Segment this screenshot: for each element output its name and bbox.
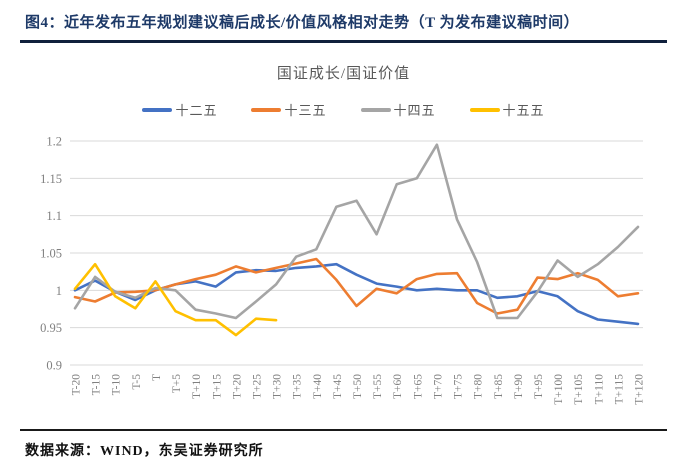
svg-text:T+85: T+85: [493, 374, 505, 399]
svg-text:T-5: T-5: [131, 374, 143, 390]
svg-text:T-10: T-10: [111, 374, 123, 396]
svg-text:T+45: T+45: [332, 374, 344, 399]
svg-text:T+65: T+65: [412, 374, 424, 399]
svg-text:1: 1: [56, 284, 62, 298]
svg-text:T+40: T+40: [312, 374, 324, 399]
chart-title: 国证成长/国证价值: [276, 66, 411, 82]
svg-text:T+90: T+90: [513, 374, 525, 399]
legend-label: 十二五: [175, 103, 218, 118]
svg-text:T+75: T+75: [453, 374, 465, 399]
svg-text:T+120: T+120: [634, 374, 646, 405]
svg-text:T+55: T+55: [372, 374, 384, 399]
svg-text:T+70: T+70: [432, 374, 444, 399]
svg-text:T+60: T+60: [392, 374, 404, 399]
chart-legend: 十二五 十三五 十四五 十五五: [0, 100, 687, 119]
svg-text:1.2: 1.2: [46, 135, 62, 149]
svg-text:1.1: 1.1: [46, 209, 62, 223]
svg-text:1.05: 1.05: [40, 247, 62, 261]
legend-label: 十四五: [393, 103, 436, 118]
svg-text:T+15: T+15: [211, 374, 223, 399]
footer-rule: [20, 429, 667, 431]
legend-item-14-5: 十四五: [360, 100, 436, 119]
legend-label: 十五五: [502, 103, 545, 118]
header-rule: [20, 40, 667, 43]
legend-line-swatch-gray: [360, 107, 391, 112]
svg-text:T-20: T-20: [71, 374, 83, 396]
svg-text:T+110: T+110: [593, 374, 605, 405]
svg-text:T+35: T+35: [292, 374, 304, 399]
svg-text:T+95: T+95: [533, 374, 545, 399]
figure-title: 图4：近年发布五年规划建议稿后成长/价值风格相对走势（T 为发布建议稿时间）: [25, 15, 580, 31]
svg-text:T+100: T+100: [553, 374, 565, 405]
svg-text:T+25: T+25: [251, 374, 263, 399]
legend-item-13-5: 十三五: [251, 100, 326, 119]
svg-text:T+50: T+50: [352, 374, 364, 399]
svg-text:T-15: T-15: [91, 374, 103, 396]
svg-text:1.15: 1.15: [40, 172, 62, 186]
svg-text:T+5: T+5: [171, 374, 183, 394]
legend-line-swatch-blue: [142, 107, 173, 112]
legend-line-swatch-orange: [251, 107, 282, 112]
svg-text:T: T: [151, 374, 163, 381]
source-note: 数据来源：WIND，东吴证券研究所: [25, 444, 264, 459]
svg-text:T+10: T+10: [191, 374, 203, 399]
svg-text:0.95: 0.95: [40, 321, 62, 335]
svg-text:T+80: T+80: [473, 374, 485, 399]
svg-text:T+30: T+30: [272, 374, 284, 399]
svg-text:0.9: 0.9: [46, 359, 62, 373]
svg-text:T+105: T+105: [573, 374, 585, 405]
legend-line-swatch-yellow: [469, 107, 500, 112]
svg-text:T+115: T+115: [613, 374, 625, 405]
legend-item-12-5: 十二五: [142, 100, 217, 119]
legend-label: 十三五: [284, 103, 327, 118]
svg-text:T+20: T+20: [231, 374, 243, 399]
legend-item-15-5: 十五五: [469, 100, 545, 119]
